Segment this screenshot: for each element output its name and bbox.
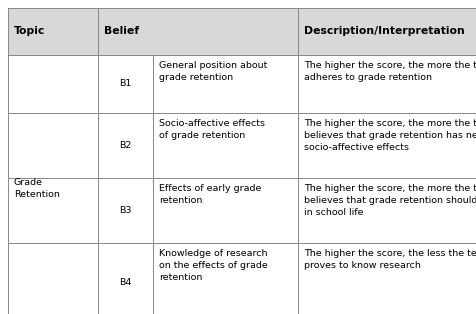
Text: Socio-affective effects
of grade retention: Socio-affective effects of grade retenti… <box>159 119 265 140</box>
Text: Knowledge of research
on the effects of grade
retention: Knowledge of research on the effects of … <box>159 249 267 282</box>
Text: B4: B4 <box>119 278 131 287</box>
Text: General position about
grade retention: General position about grade retention <box>159 61 267 82</box>
Text: Grade
Retention: Grade Retention <box>14 178 60 199</box>
Text: The higher the score, the more the teacher
adheres to grade retention: The higher the score, the more the teach… <box>303 61 476 82</box>
Text: B1: B1 <box>119 79 131 89</box>
Text: The higher the score, the more the teacher
believes that grade retention has neg: The higher the score, the more the teach… <box>303 119 476 152</box>
Text: Topic: Topic <box>14 26 45 36</box>
Text: Belief: Belief <box>104 26 139 36</box>
Text: B2: B2 <box>119 141 131 150</box>
Text: Description/Interpretation: Description/Interpretation <box>303 26 464 36</box>
Text: The higher the score, the more the teacher
believes that grade retention should : The higher the score, the more the teach… <box>303 184 476 217</box>
Bar <box>8 8 476 55</box>
Text: The higher the score, the less the teachers
proves to know research: The higher the score, the less the teach… <box>303 249 476 270</box>
Text: Effects of early grade
retention: Effects of early grade retention <box>159 184 261 205</box>
Text: B3: B3 <box>119 206 131 215</box>
